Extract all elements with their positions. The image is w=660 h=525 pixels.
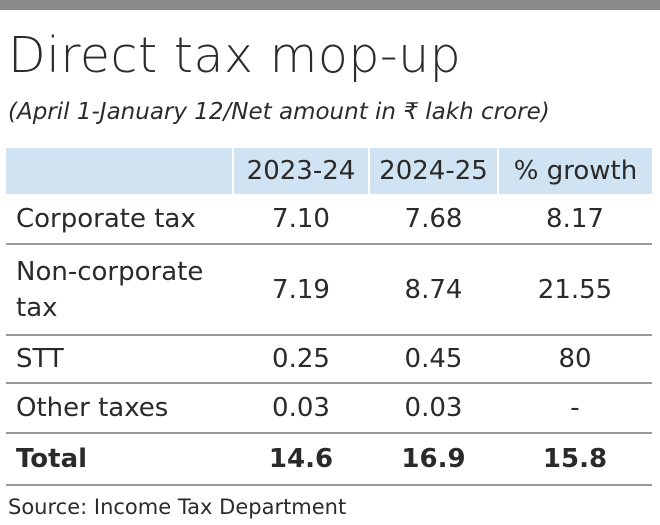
row-label: STT <box>6 335 233 384</box>
table-row: Corporate tax 7.10 7.68 8.17 <box>6 194 652 245</box>
cell-growth: 80 <box>498 335 652 384</box>
total-growth: 15.8 <box>498 433 652 486</box>
total-label: Total <box>6 433 233 486</box>
cell-growth: 8.17 <box>498 194 652 245</box>
top-rule <box>0 0 660 10</box>
tax-table: 2023-24 2024-25 % growth Corporate tax 7… <box>6 148 652 486</box>
header-cell-2024-25: 2024-25 <box>368 148 498 194</box>
cell-2024-25: 8.74 <box>369 244 498 336</box>
header-cell-2023-24: 2023-24 <box>232 148 369 194</box>
total-2023-24: 14.6 <box>233 433 369 486</box>
row-label: Other taxes <box>6 383 233 434</box>
cell-2024-25: 0.45 <box>369 335 498 384</box>
header-cell-growth: % growth <box>497 148 652 194</box>
cell-growth: - <box>498 383 652 434</box>
header-cell-blank <box>6 148 233 194</box>
cell-2024-25: 0.03 <box>369 383 498 434</box>
cell-2023-24: 7.19 <box>233 244 369 336</box>
chart-title: Direct tax mop-up <box>8 27 462 84</box>
cell-2023-24: 0.03 <box>233 383 369 434</box>
source-note: Source: Income Tax Department <box>8 495 347 519</box>
total-2024-25: 16.9 <box>369 433 498 486</box>
header-row: 2023-24 2024-25 % growth <box>6 148 652 194</box>
total-row: Total 14.6 16.9 15.8 <box>6 433 652 486</box>
table-row: Other taxes 0.03 0.03 - <box>6 383 652 434</box>
cell-2023-24: 0.25 <box>233 335 369 384</box>
row-label: Corporate tax <box>6 194 233 245</box>
cell-2023-24: 7.10 <box>233 194 369 245</box>
row-label: Non-corporate tax <box>6 244 233 336</box>
cell-2024-25: 7.68 <box>369 194 498 245</box>
table-row: STT 0.25 0.45 80 <box>6 335 652 384</box>
cell-growth: 21.55 <box>498 244 652 336</box>
chart-subtitle: (April 1-January 12/Net amount in ₹ lakh… <box>8 99 550 125</box>
table-row: Non-corporate tax 7.19 8.74 21.55 <box>6 244 652 336</box>
